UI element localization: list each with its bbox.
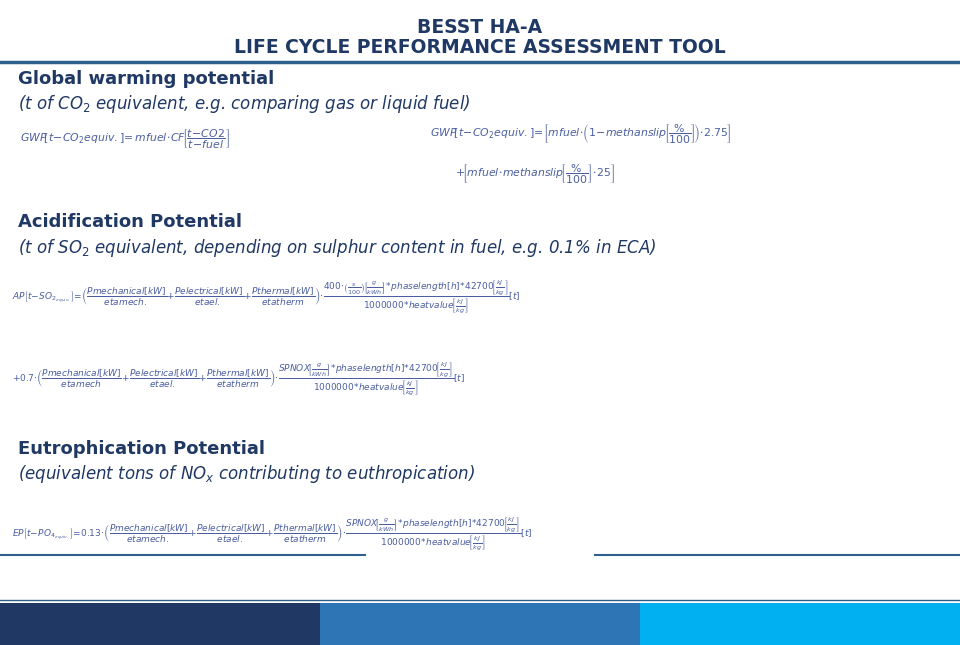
Text: (t of CO$_2$ equivalent, e.g. comparing gas or liquid fuel): (t of CO$_2$ equivalent, e.g. comparing … xyxy=(18,93,470,115)
Text: (t of SO$_2$ equivalent, depending on sulphur content in fuel, e.g. 0.1% in ECA): (t of SO$_2$ equivalent, depending on su… xyxy=(18,237,657,259)
Bar xyxy=(640,603,960,645)
Text: LIFE CYCLE PERFORMANCE ASSESSMENT TOOL: LIFE CYCLE PERFORMANCE ASSESSMENT TOOL xyxy=(234,38,726,57)
Text: $AP\left[t\!-\!SO_{2_{equiv.}}\right]\!=\!\left(\dfrac{Pmechanical[kW]}{etamech.: $AP\left[t\!-\!SO_{2_{equiv.}}\right]\!=… xyxy=(12,278,520,315)
Text: (equivalent tons of NO$_x$ contributing to euthropication): (equivalent tons of NO$_x$ contributing … xyxy=(18,463,475,485)
Text: $+\!\left[mfuel\!\cdot\!methanslip\!\left[\dfrac{\%}{100}\right]\!\cdot\!25\righ: $+\!\left[mfuel\!\cdot\!methanslip\!\lef… xyxy=(455,163,615,186)
Text: $EP\left[t\!-\!PO_{4_{equiv.}}\right]\!=\!0.13\!\cdot\!\left(\dfrac{Pmechanical[: $EP\left[t\!-\!PO_{4_{equiv.}}\right]\!=… xyxy=(12,515,532,552)
Text: Acidification Potential: Acidification Potential xyxy=(18,213,242,231)
Text: $+0.7\!\cdot\!\left(\dfrac{Pmechanical[kW]}{etamech}\!+\!\dfrac{Pelectrical[kW]}: $+0.7\!\cdot\!\left(\dfrac{Pmechanical[k… xyxy=(12,360,465,397)
Text: $GWP\!\left[t\!-\!CO_2 equiv.\right]\!=\!\left[mfuel\!\cdot\!\left(1\!-\!methans: $GWP\!\left[t\!-\!CO_2 equiv.\right]\!=\… xyxy=(430,123,732,146)
Text: Eutrophication Potential: Eutrophication Potential xyxy=(18,440,265,458)
Text: $GWP\!\left[t\!-\!CO_2 equiv.\right]\!=mfuel\!\cdot\!CF\!\left[\dfrac{t\!-\!CO2}: $GWP\!\left[t\!-\!CO_2 equiv.\right]\!=m… xyxy=(20,128,230,152)
Text: Global warming potential: Global warming potential xyxy=(18,70,275,88)
Bar xyxy=(320,603,640,645)
Text: BESST HA-A: BESST HA-A xyxy=(418,18,542,37)
Bar xyxy=(0,603,320,645)
